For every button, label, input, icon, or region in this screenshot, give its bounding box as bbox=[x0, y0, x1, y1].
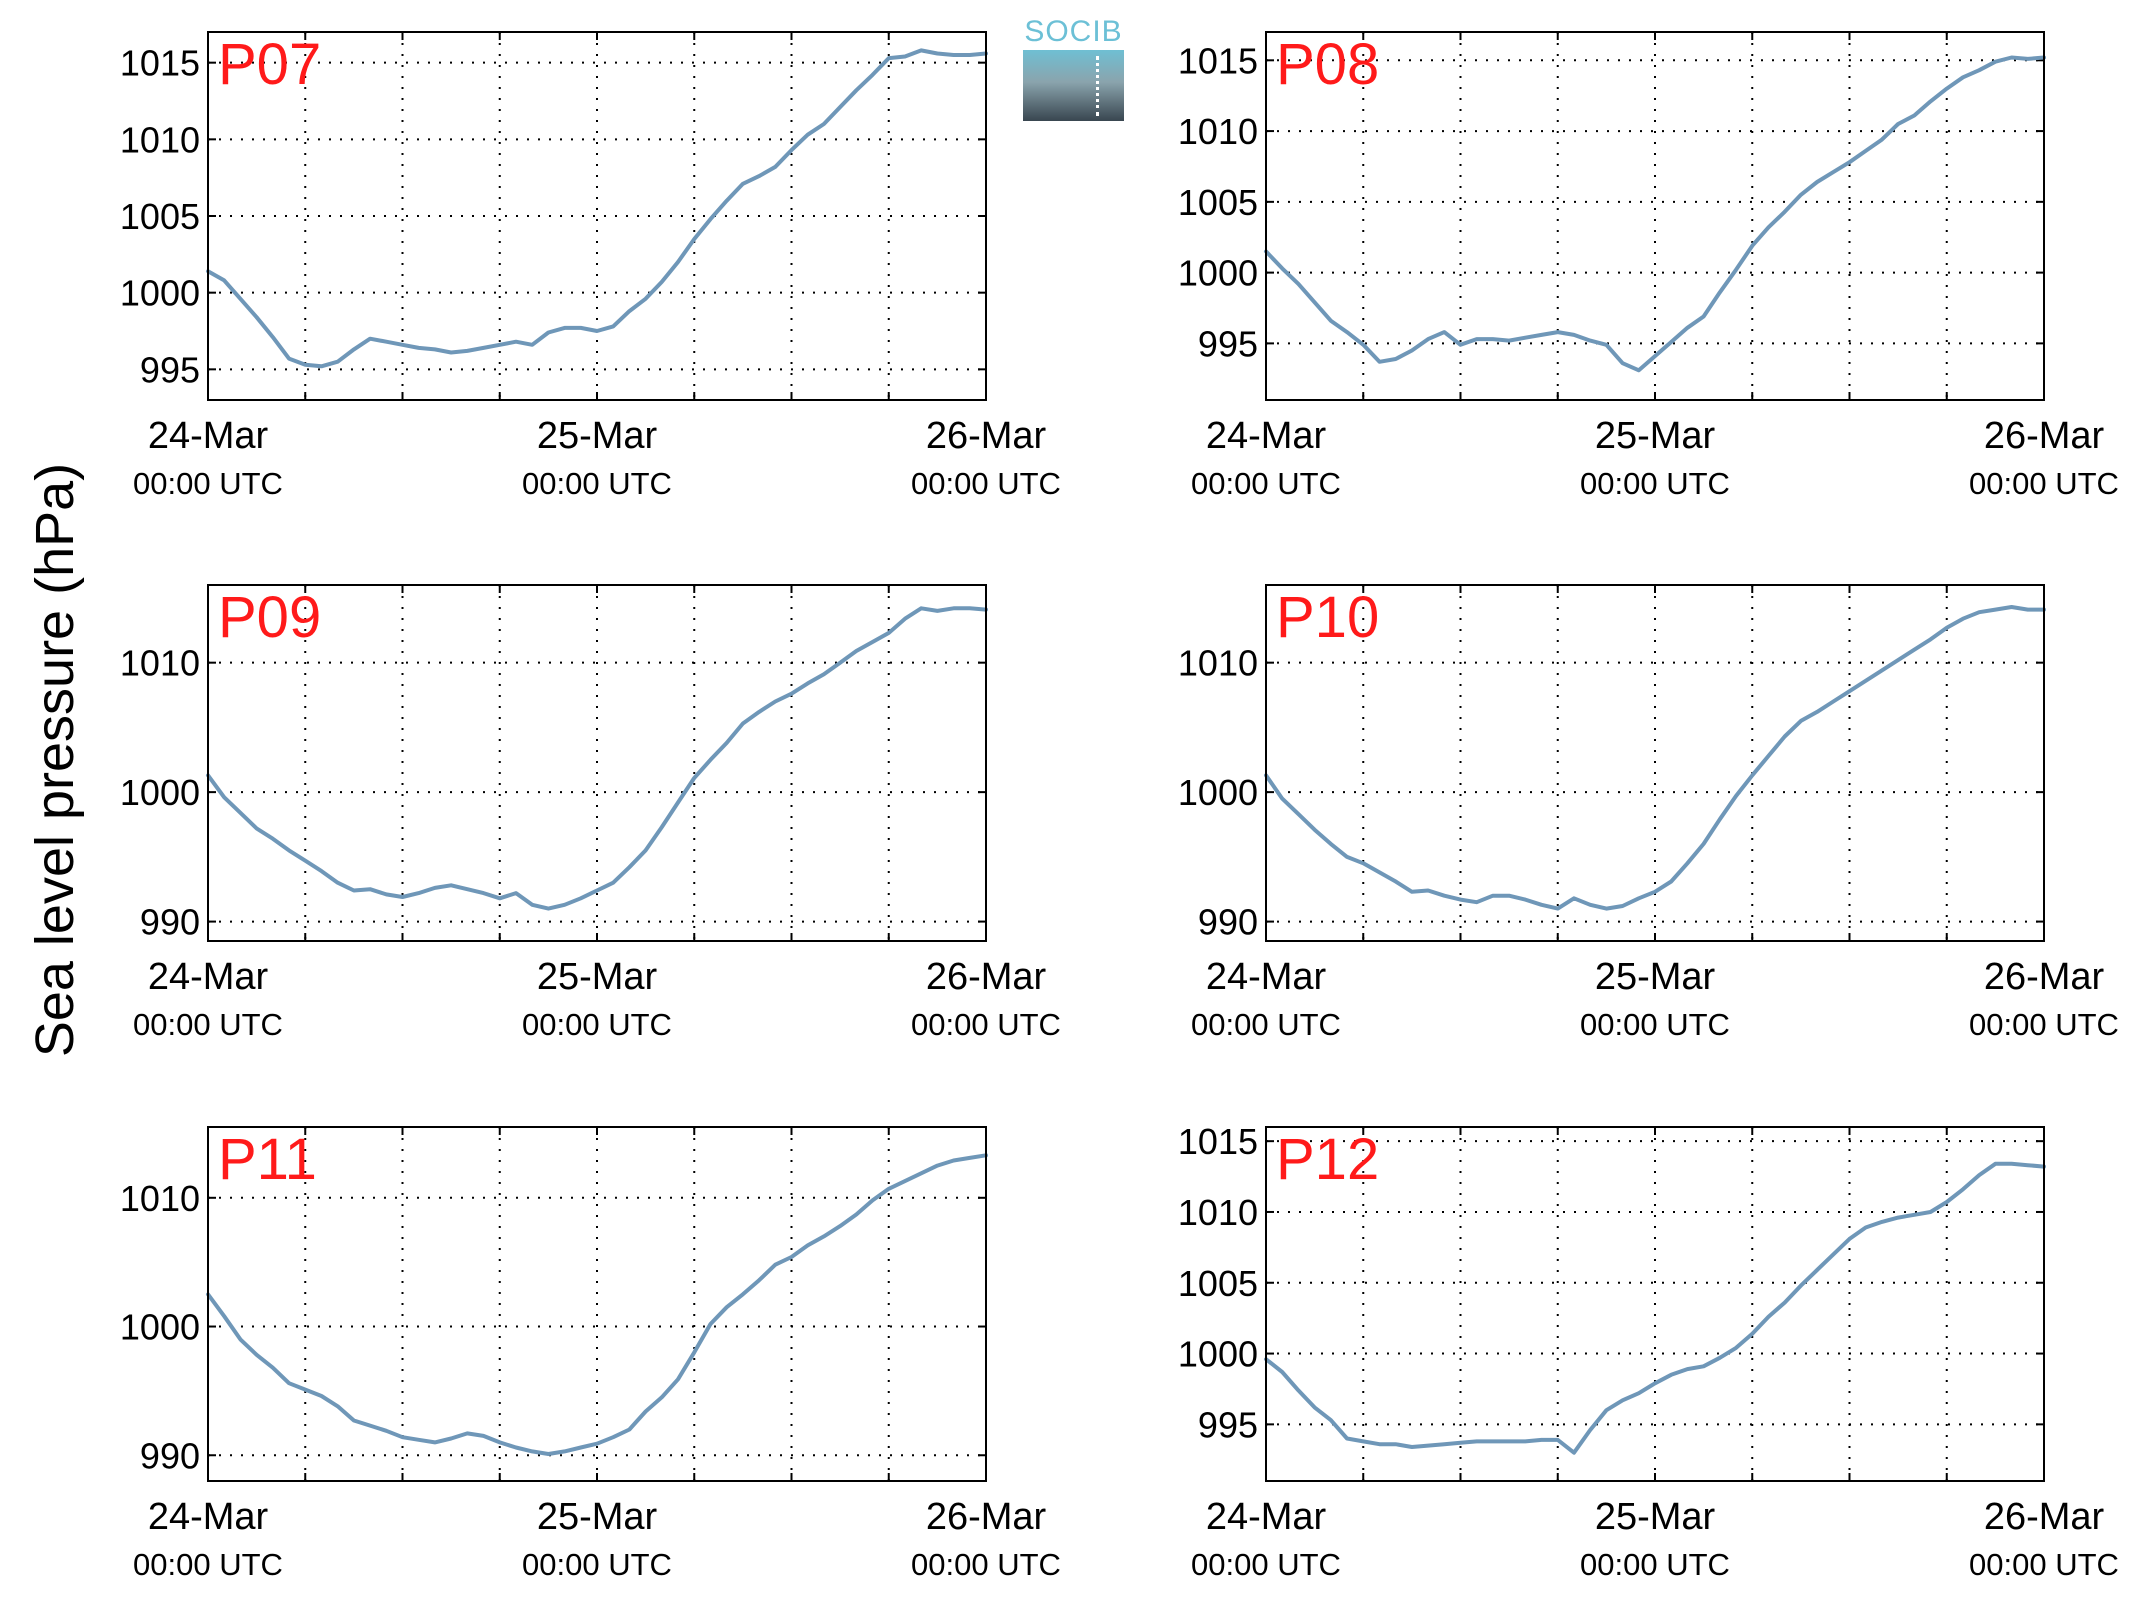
y-tick-label: 1000 bbox=[1178, 1334, 1258, 1375]
chart-panel-p11: P11 990 1000 1010 24-Mar 00:00 UTC 25-Mar 00:00… bbox=[120, 1126, 1061, 1582]
panel-title: P07 bbox=[218, 32, 321, 97]
axes-frame bbox=[207, 1126, 987, 1482]
x-tick-label-date: 26-Mar bbox=[926, 956, 1047, 998]
y-tick-label: 1000 bbox=[120, 1307, 200, 1348]
y-tick-label: 990 bbox=[140, 1435, 200, 1476]
x-tick-label-time: 00:00 UTC bbox=[1969, 1007, 2119, 1042]
x-tick-label-date: 24-Mar bbox=[148, 956, 269, 998]
axes-frame bbox=[1265, 31, 2045, 401]
x-tick-label-time: 00:00 UTC bbox=[1580, 1007, 1730, 1042]
logo-dotted-line bbox=[1096, 56, 1099, 116]
pressure-series-line bbox=[206, 1153, 988, 1456]
x-tick-label-time: 00:00 UTC bbox=[133, 1547, 283, 1582]
x-tick-label-date: 25-Mar bbox=[537, 415, 658, 457]
chart-panel-p08: P08 995 1000 1005 1010 1015 24-Mar 00:00 UTC 25-… bbox=[1178, 31, 2119, 501]
x-tick-label-date: 26-Mar bbox=[1984, 415, 2105, 457]
x-tick-label-time: 00:00 UTC bbox=[911, 466, 1061, 501]
y-tick-label: 1000 bbox=[120, 273, 200, 314]
x-tick-label-time: 00:00 UTC bbox=[133, 1007, 283, 1042]
y-tick-label: 1000 bbox=[120, 772, 200, 813]
socib-logo: SOCIB bbox=[1023, 14, 1124, 121]
y-tick-label: 1015 bbox=[1178, 1121, 1258, 1162]
y-tick-label: 1000 bbox=[1178, 253, 1258, 294]
x-tick-label-date: 24-Mar bbox=[1206, 956, 1327, 998]
x-tick-label-time: 00:00 UTC bbox=[1580, 466, 1730, 501]
x-tick-label-date: 26-Mar bbox=[926, 1496, 1047, 1538]
x-tick-label-time: 00:00 UTC bbox=[1191, 466, 1341, 501]
x-tick-label-date: 24-Mar bbox=[148, 1496, 269, 1538]
x-tick-label-date: 25-Mar bbox=[1595, 415, 1716, 457]
pressure-series-line bbox=[1264, 605, 2046, 911]
y-tick-label: 1010 bbox=[1178, 1192, 1258, 1233]
y-tick-label: 1005 bbox=[1178, 1263, 1258, 1304]
x-tick-label-time: 00:00 UTC bbox=[1191, 1547, 1341, 1582]
y-tick-label: 1015 bbox=[120, 43, 200, 84]
pressure-series-line bbox=[1264, 55, 2046, 373]
y-tick-label: 1005 bbox=[1178, 182, 1258, 223]
axes-frame bbox=[207, 584, 987, 942]
x-tick-label-date: 26-Mar bbox=[926, 415, 1047, 457]
axes-frame bbox=[1265, 584, 2045, 942]
pressure-series-line bbox=[1264, 1161, 2046, 1455]
y-tick-label: 1010 bbox=[120, 119, 200, 160]
panel-title: P12 bbox=[1276, 1127, 1379, 1192]
chart-panel-p09: P09 990 1000 1010 24-Mar 00:00 UTC 25-Mar 00:00… bbox=[120, 584, 1061, 1042]
x-tick-label-date: 24-Mar bbox=[1206, 1496, 1327, 1538]
x-tick-label-time: 00:00 UTC bbox=[522, 1007, 672, 1042]
y-tick-label: 990 bbox=[1198, 902, 1258, 943]
y-tick-label: 1010 bbox=[120, 1178, 200, 1219]
panel-title: P09 bbox=[218, 585, 321, 650]
y-axis-label: Sea level pressure (hPa) bbox=[25, 462, 85, 1058]
x-tick-label-time: 00:00 UTC bbox=[522, 466, 672, 501]
x-tick-label-time: 00:00 UTC bbox=[1969, 1547, 2119, 1582]
y-tick-label: 990 bbox=[140, 902, 200, 943]
y-tick-label: 1015 bbox=[1178, 40, 1258, 81]
x-tick-label-time: 00:00 UTC bbox=[1969, 466, 2119, 501]
axes-frame bbox=[1265, 1126, 2045, 1482]
chart-panel-p07: P07 995 1000 1005 1010 1015 24-Mar 00:00 UTC 25-… bbox=[120, 31, 1061, 501]
panel-title: P11 bbox=[218, 1127, 317, 1192]
y-tick-label: 1005 bbox=[120, 196, 200, 237]
x-tick-label-time: 00:00 UTC bbox=[133, 466, 283, 501]
y-tick-label: 995 bbox=[1198, 1404, 1258, 1445]
chart-panel-p10: P10 990 1000 1010 24-Mar 00:00 UTC 25-Mar 00:00… bbox=[1178, 584, 2119, 1042]
y-tick-label: 1000 bbox=[1178, 772, 1258, 813]
x-tick-label-time: 00:00 UTC bbox=[1191, 1007, 1341, 1042]
x-tick-label-time: 00:00 UTC bbox=[911, 1007, 1061, 1042]
logo-text: SOCIB bbox=[1024, 15, 1123, 48]
y-tick-label: 1010 bbox=[120, 643, 200, 684]
x-tick-label-date: 25-Mar bbox=[1595, 1496, 1716, 1538]
y-tick-label: 1010 bbox=[1178, 111, 1258, 152]
x-tick-label-date: 25-Mar bbox=[537, 1496, 658, 1538]
y-tick-label: 995 bbox=[1198, 323, 1258, 364]
pressure-series-line bbox=[206, 606, 988, 911]
axes-frame bbox=[207, 31, 987, 401]
chart-panel-p12: P12 995 1000 1005 1010 1015 24-Mar 00:00 UTC 25-… bbox=[1178, 1121, 2119, 1582]
y-tick-label: 995 bbox=[140, 349, 200, 390]
panel-title: P10 bbox=[1276, 585, 1379, 650]
x-tick-label-date: 25-Mar bbox=[1595, 956, 1716, 998]
x-tick-label-date: 24-Mar bbox=[148, 415, 269, 457]
x-tick-label-date: 26-Mar bbox=[1984, 1496, 2105, 1538]
x-tick-label-date: 26-Mar bbox=[1984, 956, 2105, 998]
y-tick-label: 1010 bbox=[1178, 643, 1258, 684]
x-tick-label-date: 24-Mar bbox=[1206, 415, 1327, 457]
x-tick-label-date: 25-Mar bbox=[537, 956, 658, 998]
logo-box bbox=[1023, 50, 1124, 121]
x-tick-label-time: 00:00 UTC bbox=[1580, 1547, 1730, 1582]
panel-title: P08 bbox=[1276, 32, 1379, 97]
x-tick-label-time: 00:00 UTC bbox=[911, 1547, 1061, 1582]
x-tick-label-time: 00:00 UTC bbox=[522, 1547, 672, 1582]
pressure-series-line bbox=[206, 48, 988, 369]
